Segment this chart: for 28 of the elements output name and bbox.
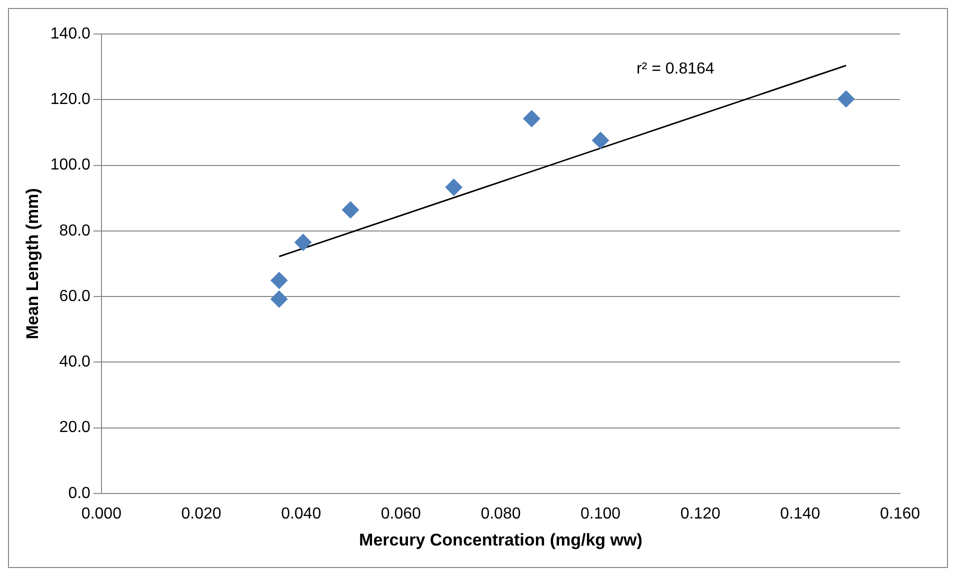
y-tick-label: 80.0: [59, 222, 91, 240]
x-tick-label: 0.100: [580, 505, 621, 522]
point: [270, 290, 288, 308]
annotation: r² = 0.8164: [636, 60, 714, 78]
x-tick-label: 0.120: [680, 505, 720, 522]
y-tick-label: 140.0: [50, 25, 91, 42]
point: [838, 90, 855, 108]
x-tick-label: 0.060: [380, 505, 422, 522]
x-tick-label: 0.140: [780, 505, 820, 522]
y-tick-label: 120.0: [50, 91, 91, 108]
point: [592, 132, 610, 149]
x-tick-label: 0.040: [281, 505, 322, 522]
x-tick-label: 0.160: [880, 505, 920, 522]
point: [445, 178, 462, 196]
y-tick-label: 0.0: [68, 484, 91, 502]
point: [294, 234, 312, 251]
point: [342, 201, 359, 218]
x-axis-title: Mercury Concentration (mg/kg ww): [359, 530, 642, 550]
x-tick-label: 0.080: [480, 505, 521, 522]
point: [523, 110, 540, 128]
y-axis-title: Mean Length (mm): [22, 188, 42, 340]
y-tick-label: 100.0: [50, 156, 91, 174]
y-tick-label: 60.0: [59, 288, 91, 305]
point: [270, 272, 288, 289]
x-tick-label: 0.020: [181, 505, 222, 522]
y-tick-label: 40.0: [59, 354, 91, 371]
x-tick-label: 0.000: [81, 505, 122, 522]
y-tick-label: 20.0: [59, 419, 91, 436]
